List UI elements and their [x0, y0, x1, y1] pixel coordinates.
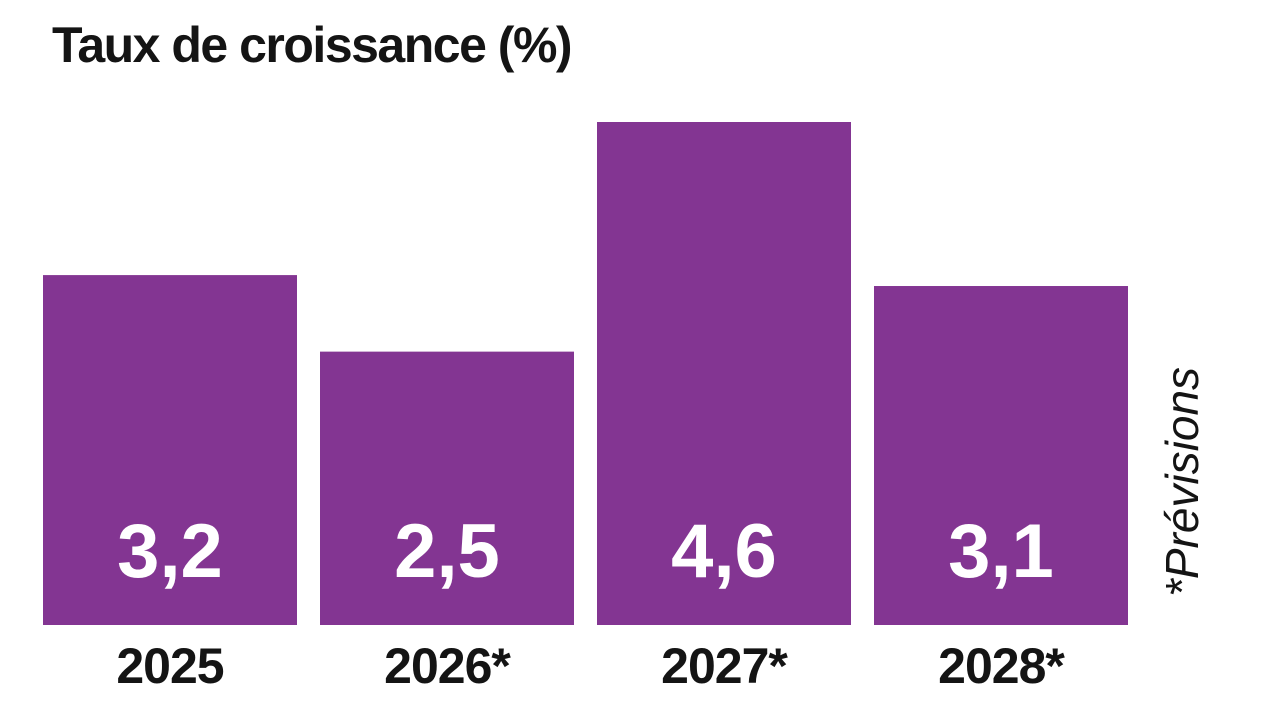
bar-2027: [597, 122, 851, 625]
chart-title: Taux de croissance (%): [52, 17, 573, 73]
bar-2025: [43, 275, 297, 625]
category-label: 2025: [116, 638, 223, 694]
category-label: 2026*: [384, 638, 511, 694]
bar-2026: [320, 351, 574, 625]
category-label: 2028*: [938, 638, 1065, 694]
category-label: 2027*: [661, 638, 788, 694]
bar-value-label: 2,5: [394, 509, 500, 594]
bar-value-label: 3,1: [948, 509, 1054, 594]
bar-value-label: 4,6: [671, 509, 777, 594]
bar-2028: [874, 286, 1128, 625]
bar-value-label: 3,2: [117, 509, 223, 594]
forecast-footnote: *Prévisions: [1156, 366, 1208, 598]
